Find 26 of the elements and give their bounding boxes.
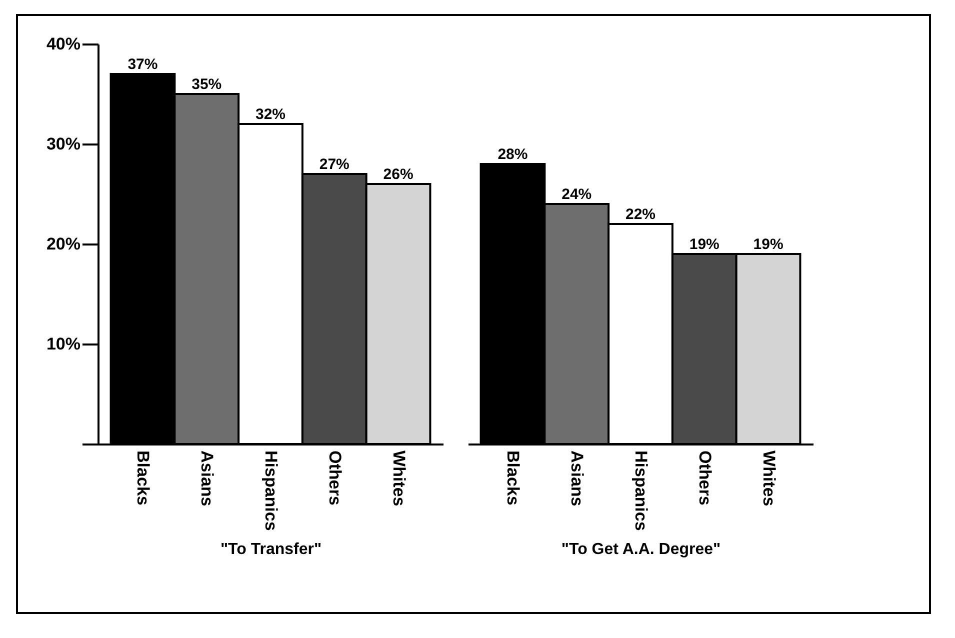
x-tick-label: Blacks — [504, 450, 523, 506]
x-tick-label: Asians — [568, 450, 587, 506]
data-label: 26% — [383, 166, 414, 183]
x-tick-label: Hispanics — [632, 450, 650, 531]
data-label: 35% — [192, 76, 222, 93]
x-tick-label: Whites — [389, 450, 408, 506]
y-tick-label: 20% — [46, 234, 80, 254]
x-tick-label: Asians — [198, 450, 217, 506]
data-label: 19% — [753, 236, 784, 253]
data-label: 32% — [255, 106, 286, 123]
x-tick-label: Hispanics — [262, 450, 280, 531]
data-label: 24% — [562, 186, 592, 203]
x-tick-label: Others — [695, 450, 714, 506]
data-label: 27% — [319, 156, 350, 173]
x-axis-title: "To Transfer" — [220, 540, 322, 558]
x-tick-label: Whites — [759, 450, 778, 506]
y-tick-label: 10% — [46, 334, 80, 354]
x-tick-label: Others — [325, 450, 344, 506]
y-tick-label: 30% — [46, 134, 80, 154]
x-axis-title: "To Get A.A. Degree" — [561, 540, 721, 558]
data-label: 28% — [498, 146, 528, 163]
data-label: 19% — [689, 236, 720, 253]
x-tick-label: Blacks — [134, 450, 153, 506]
y-tick-label: 40% — [46, 34, 80, 54]
data-label: 37% — [128, 56, 158, 73]
data-label: 22% — [625, 206, 656, 223]
